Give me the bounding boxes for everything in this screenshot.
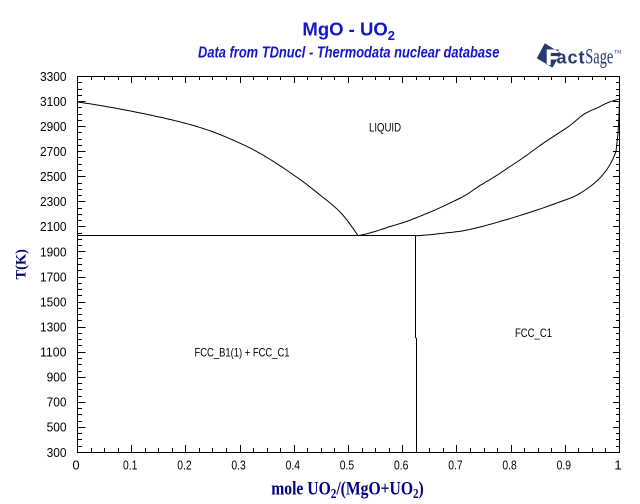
svg-text:MgO - UO2: MgO - UO2 (302, 18, 395, 43)
svg-text:1300: 1300 (40, 321, 67, 335)
svg-text:0: 0 (72, 458, 79, 473)
svg-text:2300: 2300 (40, 195, 67, 209)
svg-text:2700: 2700 (40, 145, 67, 159)
svg-text:0.1: 0.1 (123, 458, 137, 473)
svg-text:700: 700 (47, 396, 67, 410)
svg-text:F: F (546, 45, 559, 69)
svg-text:0.4: 0.4 (286, 458, 300, 473)
svg-text:3100: 3100 (40, 95, 67, 109)
svg-text:1900: 1900 (40, 245, 67, 259)
svg-text:0.3: 0.3 (231, 458, 245, 473)
svg-text:1700: 1700 (40, 270, 67, 284)
svg-text:T(K): T(K) (13, 249, 29, 279)
svg-text:3300: 3300 (40, 70, 67, 84)
svg-text:LIQUID: LIQUID (369, 120, 401, 134)
svg-text:300: 300 (47, 446, 67, 460)
svg-text:FCC_B1(1) + FCC_C1: FCC_B1(1) + FCC_C1 (195, 346, 290, 360)
svg-text:act: act (557, 48, 585, 68)
svg-text:2100: 2100 (40, 220, 67, 234)
svg-text:0.9: 0.9 (557, 458, 571, 473)
svg-text:FCC_C1: FCC_C1 (515, 326, 552, 340)
svg-text:900: 900 (47, 371, 67, 385)
svg-text:0.8: 0.8 (502, 458, 516, 473)
svg-text:1500: 1500 (40, 295, 67, 309)
svg-text:F: F (546, 45, 559, 69)
svg-text:0.5: 0.5 (340, 458, 354, 473)
svg-text:0.2: 0.2 (177, 458, 191, 473)
svg-text:500: 500 (47, 421, 67, 435)
svg-text:0.6: 0.6 (394, 458, 408, 473)
svg-text:mole UO2/(MgO+UO2): mole UO2/(MgO+UO2) (271, 477, 424, 501)
svg-text:1100: 1100 (40, 346, 67, 360)
svg-text:TM: TM (614, 50, 622, 55)
svg-text:Sage: Sage (585, 43, 613, 68)
svg-text:Data from TDnucl - Thermodata: Data from TDnucl - Thermodata nuclear da… (198, 44, 499, 62)
svg-text:0.7: 0.7 (448, 458, 462, 473)
svg-text:2500: 2500 (40, 170, 67, 184)
svg-text:2900: 2900 (40, 120, 67, 134)
svg-text:1: 1 (614, 458, 621, 473)
